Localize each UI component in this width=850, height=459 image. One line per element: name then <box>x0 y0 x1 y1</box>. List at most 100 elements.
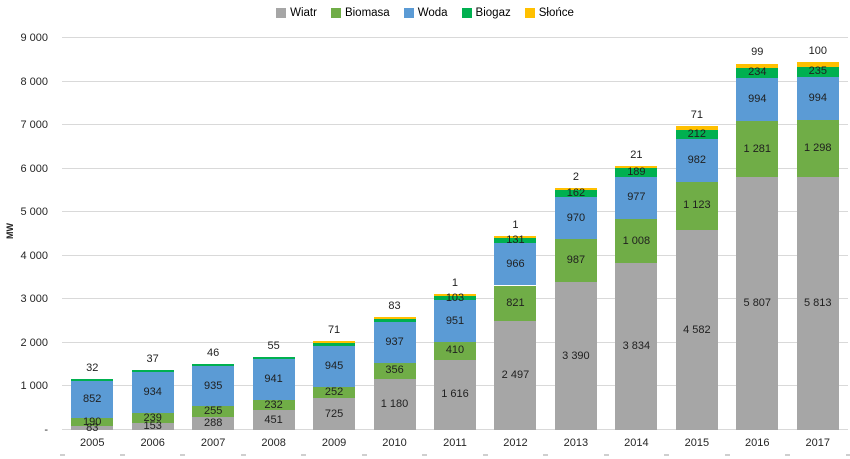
bar-segment-biogaz <box>494 237 537 244</box>
gridline <box>62 124 848 126</box>
bottom-tick <box>724 454 730 456</box>
bar-segment-wiatr <box>373 378 416 430</box>
bar-segment-biomasa <box>71 418 114 427</box>
y-tick-label: 6 000 <box>20 162 48 175</box>
bar-segment-biomasa <box>494 285 537 322</box>
x-tick-label: 2013 <box>563 437 589 449</box>
gridline <box>62 80 848 82</box>
plot-area: 83 190 852 32 153 239 934 37 288 255 935 46 451 232 94… <box>62 37 848 434</box>
bar-segment-biogaz <box>675 129 718 139</box>
bar-segment-biomasa <box>736 121 779 178</box>
legend-item-2: Woda <box>403 7 448 19</box>
bar-segment-wiatr <box>252 410 295 430</box>
above-bar-label: 99 <box>751 46 764 59</box>
bar-segment-słońce <box>736 63 779 68</box>
bottom-tick <box>603 454 609 456</box>
bar-column-2010: 1 180 356 937 83 <box>364 38 424 430</box>
above-bar-label: 1 <box>512 218 519 231</box>
bar-segment-wiatr <box>675 230 718 430</box>
bar-segment-biogaz <box>554 190 597 198</box>
x-tick-label: 2014 <box>624 437 649 449</box>
bar-column-2008: 451 232 941 55 <box>243 38 303 430</box>
bar-segment-woda <box>736 78 779 122</box>
bar-column-2017: 5 813 1 298 994 235 100 <box>788 38 848 430</box>
bar-segment-biogaz <box>192 363 235 366</box>
above-bar-label: 2 <box>572 171 579 184</box>
legend-label: Woda <box>417 7 448 19</box>
gridline <box>62 37 848 38</box>
above-bar-label: 32 <box>86 362 99 374</box>
y-tick-label: 5 000 <box>20 206 48 219</box>
bar-segment-słońce <box>675 126 718 130</box>
x-tick-label: 2011 <box>443 437 467 449</box>
y-tick-label: 3 000 <box>20 293 48 306</box>
y-tick-label: 4 000 <box>20 249 48 262</box>
bar-segment-biomasa <box>554 239 597 283</box>
above-bar-label: 37 <box>146 353 159 366</box>
x-tick-label: 2015 <box>684 437 710 449</box>
bar-column-2006: 153 239 934 37 <box>122 38 182 432</box>
legend-item-3: Biogaz <box>461 7 511 19</box>
bar-segment-wiatr <box>494 321 537 430</box>
bar-segment-wiatr <box>71 426 114 430</box>
legend-label: Biomasa <box>344 7 390 19</box>
y-tick-label: - <box>44 424 48 436</box>
x-tick-label: 2005 <box>79 437 105 449</box>
x-tick-label: 2010 <box>382 437 407 449</box>
bottom-tick <box>785 454 791 456</box>
bar-segment-biomasa <box>313 387 356 399</box>
above-bar-label: 46 <box>207 346 220 359</box>
bar-segment-woda <box>494 243 537 286</box>
legend-label: Wiatr <box>290 7 317 19</box>
y-tick-label: 1 000 <box>20 380 48 393</box>
bar-segment-woda <box>192 365 235 407</box>
bar-segment-słońce <box>373 316 416 319</box>
legend-label: Słońce <box>538 7 574 19</box>
bar-segment-woda <box>615 176 658 220</box>
bar-segment-biogaz <box>131 370 174 373</box>
bar-segment-woda <box>796 77 839 121</box>
above-bar-label: 71 <box>690 109 703 122</box>
x-tick-label: 2016 <box>745 437 770 449</box>
bar-column-2005: 83 190 852 32 <box>62 38 122 434</box>
bar-segment-woda <box>373 322 416 364</box>
bar-column-2009: 725 252 945 71 <box>304 38 364 430</box>
legend-item-0: Wiatr <box>276 7 317 19</box>
bottom-tick <box>543 454 549 456</box>
bar-segment-słońce <box>615 166 658 169</box>
bar-segment-biogaz <box>252 356 295 360</box>
bar-segment-słońce <box>433 293 476 296</box>
bar-segment-wiatr <box>131 423 174 430</box>
bar-segment-woda <box>433 300 476 342</box>
bar-segment-biogaz <box>736 67 779 78</box>
above-bar-label: 21 <box>630 149 643 162</box>
bar-segment-biogaz <box>615 168 658 177</box>
legend-swatch-icon <box>330 8 341 18</box>
bar-column-2016: 5 807 1 281 994 234 99 <box>727 38 787 430</box>
legend-item-4: Słońce <box>524 7 574 19</box>
bar-segment-biogaz <box>433 295 476 301</box>
above-bar-label: 100 <box>808 45 827 58</box>
legend-item-1: Biomasa <box>330 7 390 19</box>
bar-segment-wiatr <box>433 359 476 430</box>
bar-segment-woda <box>313 346 356 388</box>
legend-swatch-icon <box>276 8 287 18</box>
above-bar-label: 71 <box>327 324 341 337</box>
x-tick-label: 2017 <box>805 437 830 449</box>
bottom-tick <box>301 454 307 456</box>
bar-segment-wiatr <box>736 177 779 430</box>
y-axis: - 1 000 2 000 3 000 4 000 5 000 6 000 7 000 8 00… <box>0 32 56 436</box>
bar-segment-woda <box>252 359 295 401</box>
bottom-tick <box>482 454 488 456</box>
bar-segment-biomasa <box>433 341 476 360</box>
x-tick-label: 2012 <box>503 437 528 449</box>
gridline <box>62 167 848 169</box>
legend: Wiatr Biomasa Woda Biogaz Słońce <box>0 5 850 21</box>
y-tick-label: 2 000 <box>20 336 48 349</box>
bar-segment-biomasa <box>252 400 295 411</box>
bar-segment-biomasa <box>796 120 839 177</box>
legend-swatch-icon <box>461 8 472 18</box>
bar-segment-biomasa <box>373 363 416 379</box>
bar-segment-woda <box>554 197 597 240</box>
bottom-tick <box>240 454 246 456</box>
